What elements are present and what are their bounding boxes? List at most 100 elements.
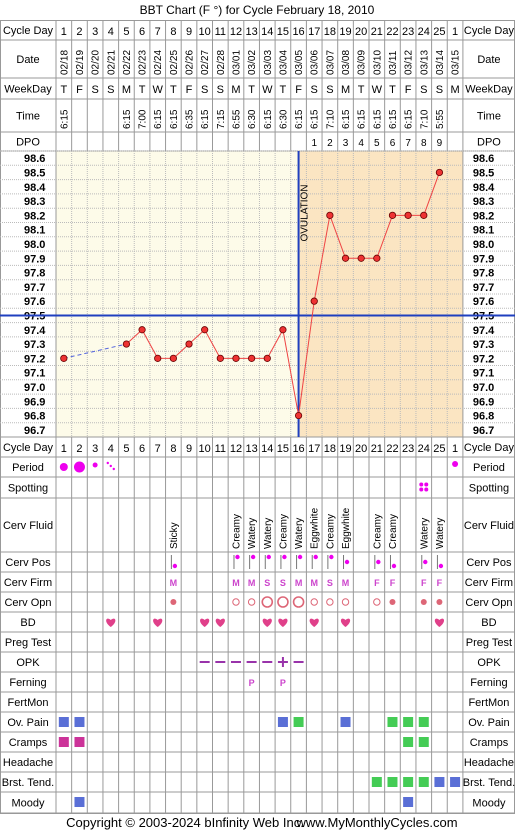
y-tick-right: 96.8 [473,411,494,423]
y-tick-right: 97.6 [473,296,494,308]
y-tick-left: 97.1 [24,368,45,380]
label-weekday-right: WeekDay [465,84,513,96]
cerv-pos-dot [344,559,350,565]
dpo-value: 1 [311,138,317,149]
site-url[interactable]: www.MyMonthlyCycles.com [295,815,457,830]
cerv-fluid-value: Watery [294,518,305,549]
spotting-dot [424,487,429,492]
y-tick-right: 97.0 [473,382,494,394]
y-tick-left: 97.0 [24,382,45,394]
y-tick-right: 97.9 [473,253,494,265]
time-value: 6:30 [278,109,289,129]
ovulation-label: OVULATION [300,184,311,241]
temp-point [248,354,256,362]
cycle-day-value-bottom: 16 [292,443,304,455]
weekday-value: S [201,84,208,96]
cerv-fluid-value: Watery [247,518,258,549]
weekday-value: M [450,84,459,96]
temp-line-segment [141,329,159,359]
temp-point [357,254,365,262]
date-value: 03/03 [263,50,274,75]
row-labels: Cycle Day Cycle Day Date Date WeekDay WeekDay… [2,25,515,810]
time-value: 6:15 [59,109,70,129]
cycle-day-value-bottom: 23 [402,443,414,455]
cerv-pos-dot [329,554,334,560]
weekday-value: F [186,84,193,96]
label-time-right: Time [477,111,501,123]
time-value: 6:35 [185,109,196,129]
chart-grid [0,20,515,814]
cycle-day-value-bottom: 8 [170,443,176,455]
bd-heart-icon [215,618,225,627]
cycle-day-value: 25 [433,26,445,38]
label-date-right: Date [477,54,500,66]
cycle-day-value-bottom: 22 [386,443,398,455]
y-tick-left: 98.2 [24,210,45,222]
spotting-dot [419,487,424,492]
temp-point [154,354,162,362]
y-tick-right: 98.0 [473,239,494,251]
cerv-pos-dot [391,563,397,569]
label-opk-left: OPK [16,657,40,669]
cycle-day-value: 23 [402,26,414,38]
temp-point [122,340,131,348]
weekday-value: W [372,84,383,96]
y-tick-right: 97.2 [473,353,494,365]
cerv-opn-large [277,596,289,608]
chart-title: BBT Chart (F °) for Cycle February 18, 2… [140,3,375,17]
date-value: 03/02 [247,50,258,75]
brst-tend-box [418,777,429,787]
dpo-value: 4 [358,138,364,149]
ov-pain-box [340,717,351,727]
weekday-value: M [341,84,350,96]
cycle-day-value: 17 [308,26,320,38]
cerv-pos-dot [250,554,256,560]
cycle-day-value: 15 [277,26,289,38]
weekday-value: T [139,84,146,96]
time-value: 6:15 [153,109,164,129]
cerv-firm-value: M [170,578,178,588]
label-cerv_firm-left: Cerv Firm [4,577,52,589]
dpo-value: 7 [405,138,411,149]
ov-pain-box [58,717,69,727]
y-tick-left: 97.6 [24,296,45,308]
time-value: 7:15 [216,109,227,129]
label-cerv_firm-right: Cerv Firm [465,577,513,589]
cycle-day-value-bottom: 2 [76,443,82,455]
bd-heart-icon [153,618,163,627]
cerv-opn-small [326,598,334,606]
bd-heart-icon [106,618,116,627]
ov-pain-box [277,717,288,727]
cerv-opn-dot [420,599,427,605]
period-small-dot [92,462,98,468]
date-value: 03/15 [451,50,462,75]
time-value: 6:15 [341,109,352,129]
time-value: 5:55 [435,109,446,129]
cerv-fluid-value: Watery [419,518,430,549]
y-tick-left: 98.3 [24,196,45,208]
cycle-day-value: 19 [339,26,351,38]
y-tick-left: 96.8 [24,411,45,423]
label-brst_tend-right: Brst. Tend. [463,777,515,789]
label-cycle_day-right: Cycle Day [464,25,515,37]
label-cerv_fluid-right: Cerv Fluid [464,520,514,532]
temp-point [404,211,412,219]
cerv-firm-value: F [374,578,380,588]
time-value: 7:10 [325,109,336,129]
date-value: 03/11 [388,50,399,75]
cerv-pos-dot [266,554,271,560]
cramps-box [74,737,85,747]
cerv-pos-dot [313,554,318,560]
cerv-firm-value: S [327,578,333,588]
label-moody-right: Moody [472,798,506,810]
y-tick-right: 97.8 [473,268,494,280]
cycle-day-value-bottom: 9 [186,443,192,455]
y-tick-left: 98.1 [24,225,45,237]
label-spotting-right: Spotting [469,483,509,495]
y-tick-left: 97.4 [24,325,46,337]
cerv-pos-dot [423,559,428,565]
y-tick-right: 98.4 [473,182,495,194]
label-cerv_opn-left: Cerv Opn [4,597,51,609]
cerv-firm-value: F [437,578,443,588]
